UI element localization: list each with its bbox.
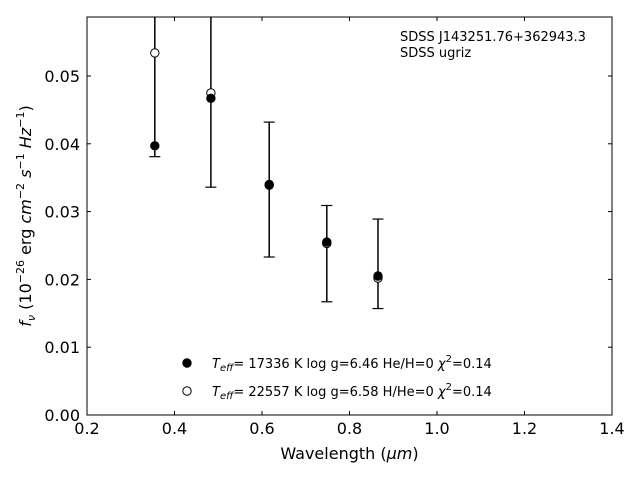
y-tick-label: 0.05 bbox=[44, 67, 80, 86]
filled-point bbox=[322, 237, 332, 247]
legend-entry: Teff= 22557 K log g=6.58 H/He=0 χ2=0.14 bbox=[212, 382, 492, 402]
x-tick-label: 1.4 bbox=[599, 419, 624, 438]
x-tick-label: 0.8 bbox=[337, 419, 362, 438]
y-tick-label: 0.03 bbox=[44, 203, 80, 222]
x-tick-label: 1.2 bbox=[512, 419, 537, 438]
labels: Wavelength (μm) fν (10−26 erg cm−2 s−1 Hz… bbox=[14, 30, 586, 463]
annotation-0: SDSS J143251.76+362943.3 bbox=[400, 30, 586, 45]
plot-frame bbox=[86, 16, 613, 416]
annotation-1: SDSS ugriz bbox=[400, 46, 471, 61]
data-markers bbox=[150, 48, 383, 283]
x-tick-label: 1.0 bbox=[424, 419, 449, 438]
error-bars bbox=[149, 17, 384, 310]
x-tick-label: 0.4 bbox=[162, 419, 187, 438]
x-tick-label: 0.2 bbox=[74, 419, 99, 438]
y-axis-label: fν (10−26 erg cm−2 s−1 Hz−1) bbox=[14, 105, 38, 326]
legend-marker bbox=[182, 358, 192, 368]
legend-marker bbox=[182, 386, 192, 396]
filled-point bbox=[264, 179, 274, 190]
filled-point bbox=[150, 141, 160, 151]
legend-entry: Teff= 17336 K log g=6.46 He/H=0 χ2=0.14 bbox=[212, 354, 492, 374]
y-tick-label: 0.04 bbox=[44, 135, 80, 154]
y-tick-label: 0.01 bbox=[44, 338, 80, 357]
open-point bbox=[150, 48, 160, 58]
filled-point bbox=[373, 271, 383, 281]
y-tick-label: 0.00 bbox=[44, 406, 80, 425]
x-tick-label: 0.6 bbox=[249, 419, 274, 438]
axes: 0.2 0.4 0.6 0.8 1.0 1.2 1.4 0.00 0.01 0.02 0.03 0.0… bbox=[44, 16, 625, 438]
y-tick-label: 0.02 bbox=[44, 270, 80, 289]
filled-point bbox=[206, 93, 216, 104]
legend: Teff= 17336 K log g=6.46 He/H=0 χ2=0.14 T… bbox=[182, 354, 492, 402]
x-axis-label: Wavelength (μm) bbox=[280, 444, 418, 463]
